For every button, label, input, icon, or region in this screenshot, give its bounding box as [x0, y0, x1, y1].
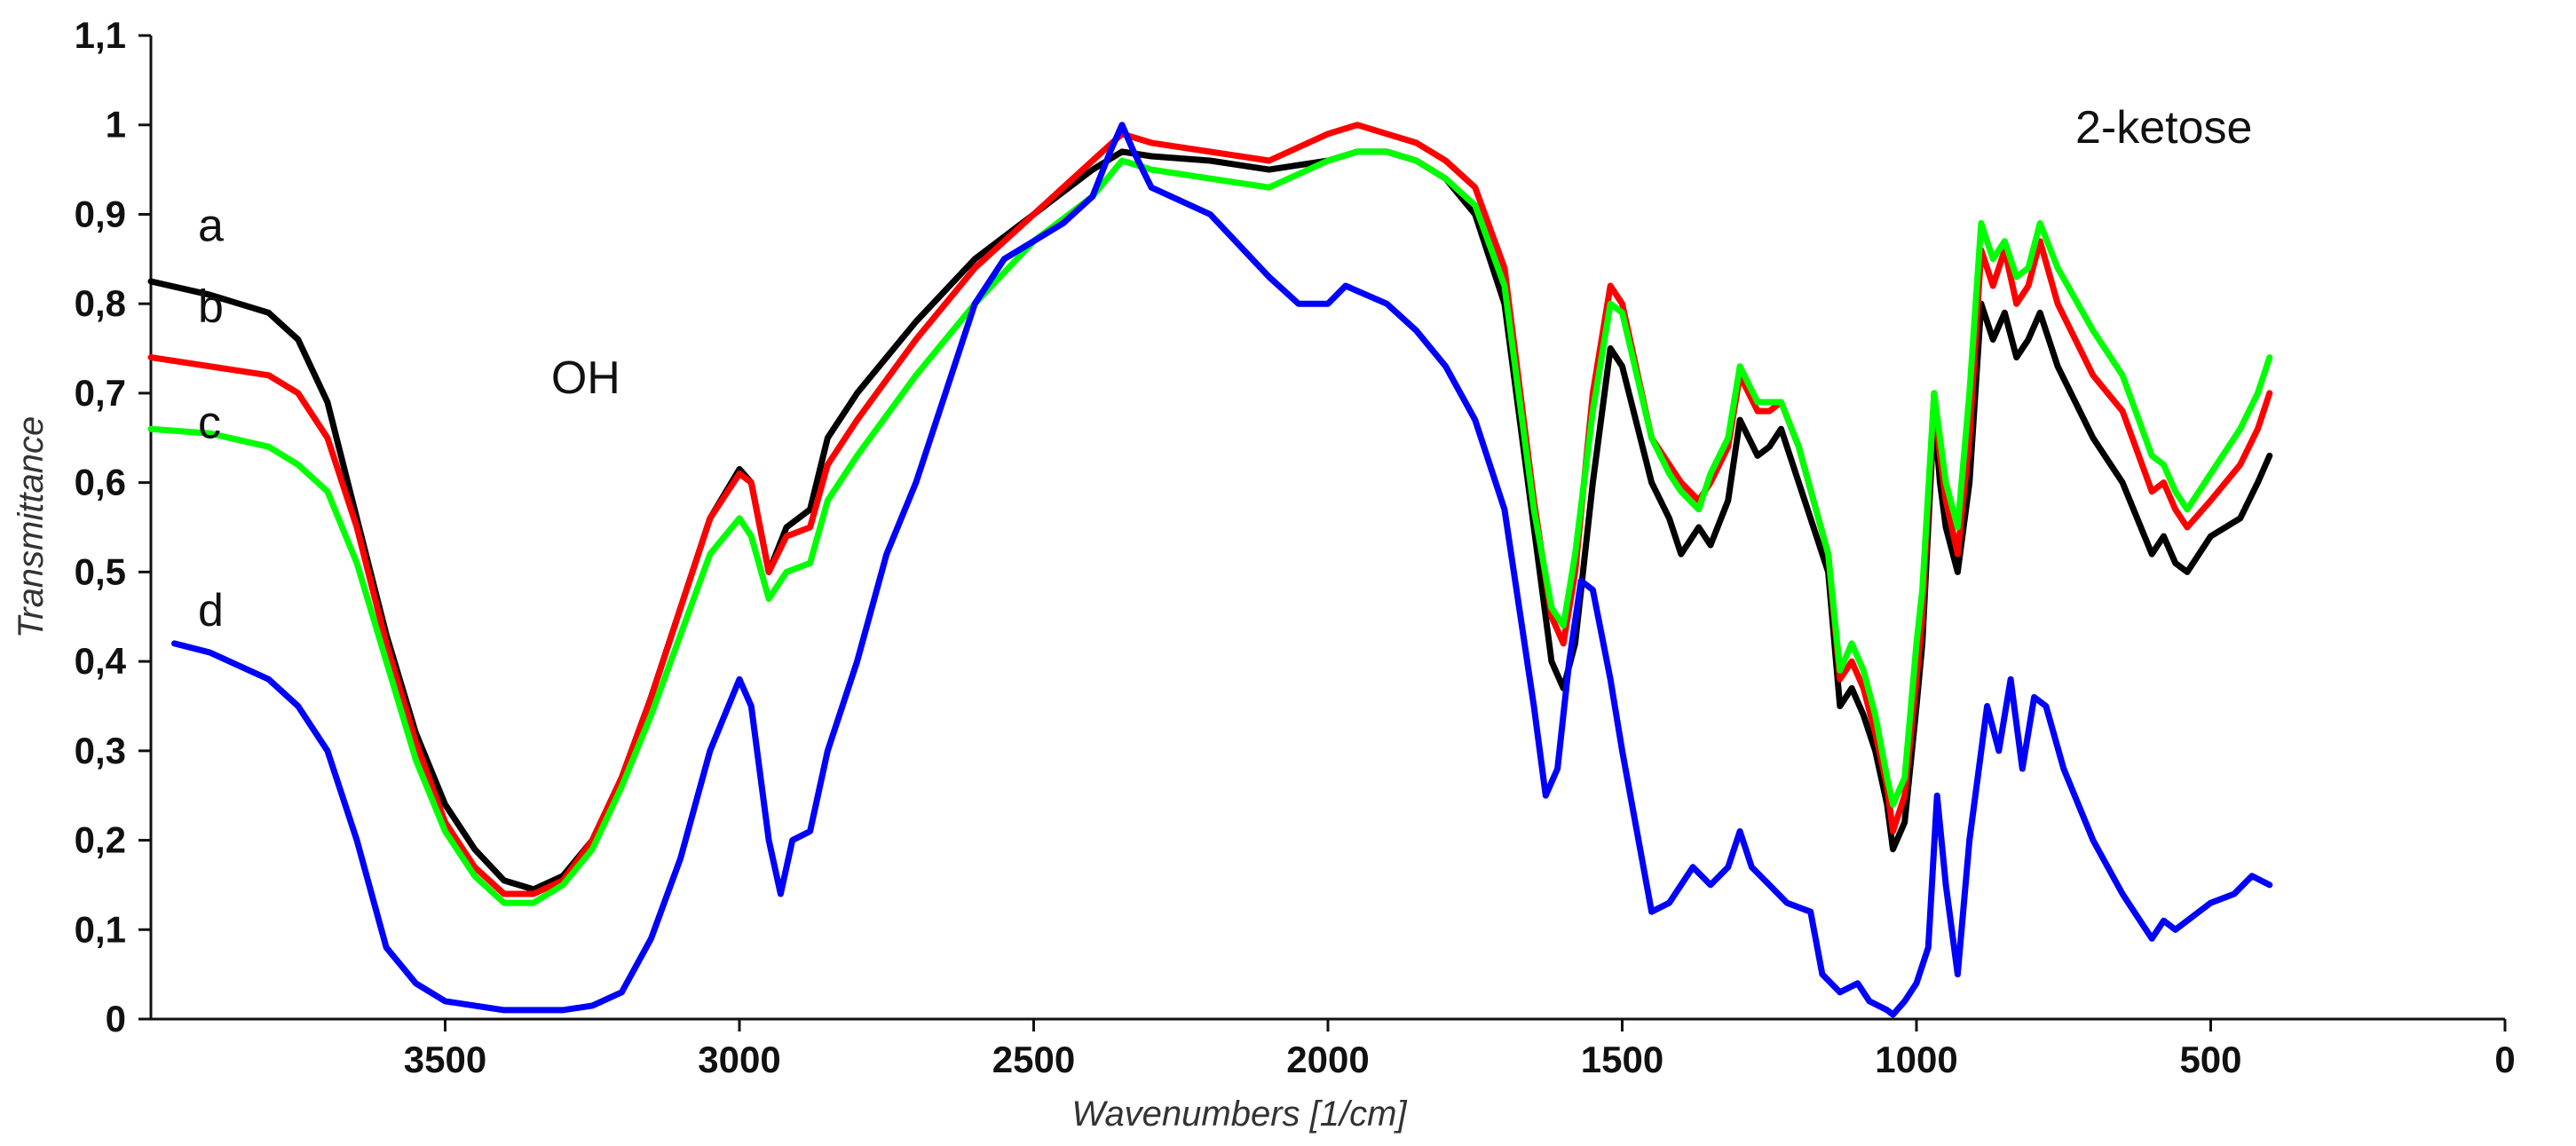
- series-line-d: [171, 122, 2273, 1018]
- chart-annotation: OH: [551, 352, 620, 404]
- series-line-c: [147, 148, 2273, 906]
- y-tick-label: 0,3: [75, 730, 126, 771]
- series-lines: [147, 122, 2273, 1018]
- x-tick-label: 1500: [1581, 1039, 1663, 1080]
- x-axis-ticks: 3500 3000 2500 2000 1500 1000 500 0: [404, 1019, 2516, 1080]
- y-tick-label: 0,5: [75, 550, 126, 592]
- y-tick-label: 0: [106, 998, 126, 1039]
- y-tick-label: 0,2: [75, 819, 126, 861]
- y-tick-label: 0,6: [75, 462, 126, 503]
- series-label-a: a: [198, 201, 224, 252]
- x-tick-label: 0: [2494, 1039, 2515, 1080]
- x-tick-label: 2000: [1286, 1039, 1369, 1080]
- series-label-b: b: [198, 281, 224, 332]
- x-tick-label: 1000: [1875, 1039, 1957, 1080]
- y-tick-label: 1: [106, 104, 126, 146]
- x-tick-label: 3000: [698, 1039, 780, 1080]
- y-tick-label: 0,7: [75, 372, 126, 414]
- x-tick-label: 2500: [992, 1039, 1075, 1080]
- chart-annotation: 2-ketose: [2075, 102, 2252, 154]
- annotations: OH 2-ketose: [551, 102, 2253, 404]
- x-tick-label: 3500: [404, 1039, 486, 1080]
- y-tick-label: 0,1: [75, 908, 126, 950]
- series-label-c: c: [198, 397, 221, 448]
- x-tick-label: 500: [2179, 1039, 2241, 1080]
- plot-axes: [149, 36, 2505, 1021]
- series-label-d: d: [198, 585, 224, 636]
- y-axis-label: Transmittance: [12, 416, 51, 638]
- y-axis-ticks: 0 0,1 0,2 0,3 0,4 0,5 0,6 0,7 0,8 0,9 1 1,1: [75, 14, 151, 1039]
- x-axis-label: Wavenumbers [1/cm]: [1071, 1095, 1407, 1134]
- series-labels: ab c d: [198, 201, 224, 636]
- y-tick-label: 0,8: [75, 282, 126, 324]
- y-tick-label: 0,4: [75, 640, 127, 682]
- y-tick-label: 0,9: [75, 193, 126, 234]
- y-tick-label: 1,1: [75, 14, 126, 56]
